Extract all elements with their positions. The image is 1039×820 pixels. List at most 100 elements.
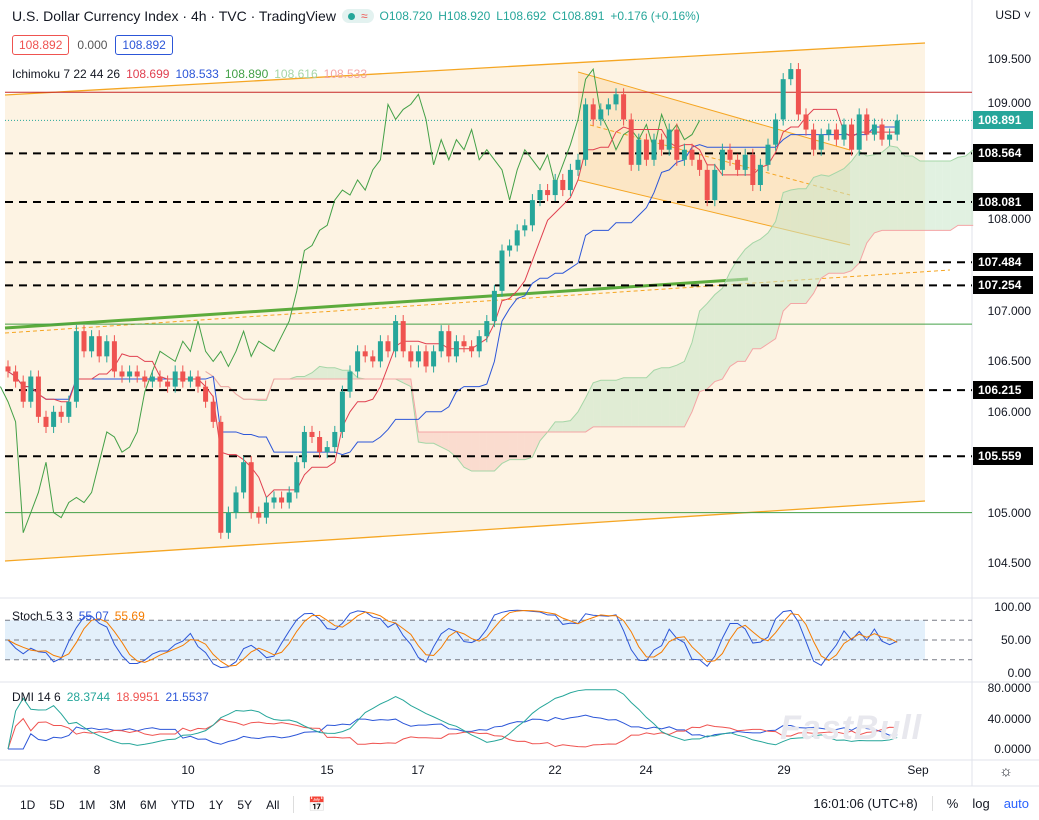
stoch-d: 55.69	[114, 609, 145, 623]
candle-body	[218, 421, 224, 533]
candle-body	[643, 139, 649, 160]
price-tick: 108.000	[987, 212, 1031, 227]
kumo-cloud-segment	[851, 150, 860, 271]
candle-body	[271, 497, 277, 503]
kumo-cloud-segment	[912, 156, 920, 231]
candle-body	[499, 250, 505, 291]
dmi-minus: 18.9951	[116, 690, 160, 704]
range-1y[interactable]: 1Y	[208, 797, 224, 812]
kumo-cloud-segment	[714, 288, 723, 382]
kumo-cloud-segment	[433, 431, 442, 448]
ichimoku-label: Ichimoku 7 22 44 26	[12, 67, 121, 81]
candle-body	[514, 230, 520, 246]
ichimoku-legend[interactable]: Ichimoku 7 22 44 26 108.699 108.533 108.…	[12, 67, 367, 81]
candle-body	[370, 356, 376, 362]
range-6m[interactable]: 6M	[140, 797, 157, 812]
chikou-line	[0, 67, 701, 533]
trendline-dashed	[4, 269, 951, 334]
kumo-cloud-segment	[555, 421, 563, 432]
dmi-tick: 40.0000	[987, 712, 1031, 726]
settings-gear-icon[interactable]: ☼	[999, 763, 1013, 780]
market-status[interactable]: ≈	[341, 9, 374, 23]
kumo-cloud-segment	[676, 361, 685, 427]
candle-body	[795, 69, 801, 115]
kumo-cloud-segment	[707, 294, 715, 390]
kumo-cloud-segment	[570, 411, 578, 432]
percent-toggle[interactable]: %	[931, 796, 958, 811]
tenkan-line	[7, 108, 898, 499]
channel-upper-line	[4, 42, 926, 96]
candle-body	[51, 411, 57, 427]
kumo-cloud-segment	[638, 377, 647, 427]
kumo-cloud-segment	[836, 168, 844, 274]
dmi-adx-line	[7, 689, 898, 750]
stoch-legend[interactable]: Stoch 5 3 3 55.07 55.69	[12, 609, 145, 623]
kumo-cloud-segment	[327, 367, 335, 380]
range-all[interactable]: All	[266, 797, 280, 812]
candle-body	[469, 346, 475, 352]
kumo-cloud-segment	[334, 367, 343, 380]
stoch-k: 55.07	[78, 609, 109, 623]
candle-body	[294, 462, 300, 493]
log-toggle[interactable]: log	[972, 796, 990, 811]
dmi-legend[interactable]: DMI 14 6 28.3744 18.9951 21.5537	[12, 690, 209, 704]
candle-body	[826, 129, 832, 135]
auto-toggle[interactable]: auto	[1003, 796, 1029, 811]
candle-body	[438, 331, 444, 352]
price-tick: 106.000	[987, 404, 1031, 419]
range-1d[interactable]: 1D	[20, 797, 36, 812]
clock-time[interactable]: 16:01:06 (UTC+8)	[813, 796, 918, 811]
candle-body	[149, 376, 155, 382]
candle-body	[887, 134, 893, 140]
candle-body	[301, 431, 307, 463]
candle-body	[58, 411, 64, 417]
range-ytd[interactable]: YTD	[170, 797, 195, 812]
candle-body	[590, 104, 596, 120]
sell-price[interactable]: 108.892	[12, 35, 70, 55]
candle-body	[712, 169, 718, 201]
kumo-cloud-segment	[768, 221, 776, 344]
stoch-k-line	[7, 609, 898, 669]
kumo-cloud-segment	[806, 177, 814, 304]
time-tick: 8	[93, 763, 101, 777]
range-bar: 1D 5D 1M 3M 6M YTD 1Y 5Y All 📅	[20, 796, 326, 813]
candle-body	[256, 512, 262, 518]
kumo-cloud-segment	[593, 380, 601, 427]
candle-body	[203, 386, 209, 402]
time-tick: 15	[320, 763, 334, 777]
candle-body	[81, 331, 87, 352]
goto-date-icon[interactable]: 📅	[293, 796, 326, 813]
candle-body	[66, 401, 72, 417]
candle-body	[674, 129, 680, 160]
candle-body	[309, 431, 315, 437]
time-tick: 29	[777, 763, 791, 777]
candle-body	[385, 341, 391, 352]
kumo-cloud-segment	[699, 303, 708, 392]
dmi-plus-line	[8, 714, 898, 750]
range-5d[interactable]: 5D	[49, 797, 65, 812]
candle-body	[697, 159, 703, 170]
candle-body	[742, 154, 748, 170]
time-tick: Sep	[907, 763, 929, 777]
kumo-cloud-segment	[882, 145, 890, 231]
candle-body	[241, 462, 247, 493]
kumo-cloud-segment	[654, 367, 662, 427]
candle-body	[393, 321, 399, 352]
candle-body	[104, 341, 110, 357]
candle-body	[111, 341, 117, 372]
candle-body	[522, 225, 528, 231]
range-5y[interactable]: 5Y	[237, 797, 253, 812]
symbol-title[interactable]: U.S. Dollar Currency Index · 4h · TVC · …	[12, 8, 336, 24]
buy-price[interactable]: 108.892	[115, 35, 173, 55]
currency-selector[interactable]: USD ˅	[995, 8, 1031, 22]
candle-body	[780, 79, 786, 120]
span-a-line	[205, 145, 974, 472]
kumo-cloud-segment	[722, 271, 730, 380]
range-1m[interactable]: 1M	[78, 797, 96, 812]
kumo-cloud-segment	[798, 188, 806, 304]
kumo-cloud-segment	[859, 150, 867, 264]
stoch-tick: 50.00	[1000, 633, 1031, 647]
range-3m[interactable]: 3M	[109, 797, 127, 812]
ichimoku-tenkan: 108.699	[126, 67, 170, 81]
